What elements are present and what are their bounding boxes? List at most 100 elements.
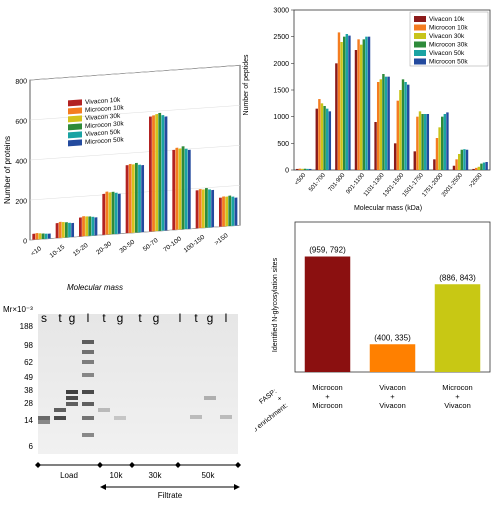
legend-swatch bbox=[414, 33, 426, 39]
bar bbox=[105, 191, 109, 235]
bar bbox=[418, 111, 422, 170]
bar bbox=[320, 103, 324, 170]
bar bbox=[68, 222, 71, 238]
lane-label: t bbox=[194, 311, 198, 325]
bar bbox=[128, 163, 132, 234]
legend-swatch bbox=[414, 50, 426, 56]
lane-label: t bbox=[138, 311, 142, 325]
mw-marker-label: 6 bbox=[29, 442, 34, 451]
category-label-top: Microcon bbox=[312, 383, 342, 392]
legend-entry: Microcon 30k bbox=[85, 120, 124, 130]
glycosylation-chart: (959, 792) Microcon + Microcon (400, 335) Viv… bbox=[249, 210, 500, 450]
bar bbox=[187, 149, 191, 229]
legend-swatch bbox=[414, 41, 426, 48]
bar bbox=[94, 217, 98, 236]
x-tick-label: 20-30 bbox=[95, 240, 113, 256]
x-tick-label: <500 bbox=[294, 172, 308, 187]
gel-band bbox=[54, 416, 66, 420]
y-tick-label: 500 bbox=[277, 141, 289, 148]
bar bbox=[480, 163, 483, 170]
legend-swatch bbox=[68, 115, 82, 123]
legend-entry: Microcon 10k bbox=[85, 104, 124, 114]
x-tick-label: 2001-2500 bbox=[441, 172, 464, 198]
lane-label: g bbox=[117, 311, 124, 325]
category-label-bottom: Vivacon bbox=[444, 401, 471, 410]
bar bbox=[482, 162, 486, 170]
lane-label: l bbox=[179, 311, 182, 325]
bar bbox=[125, 165, 129, 234]
mw-marker-label: 62 bbox=[24, 358, 33, 367]
bar bbox=[65, 222, 68, 238]
y-axis-label: Number of peptides bbox=[243, 54, 250, 116]
bar bbox=[421, 114, 424, 170]
y-tick-label: 1500 bbox=[273, 88, 289, 95]
gel-band bbox=[82, 402, 94, 406]
mw-marker-label: 188 bbox=[20, 322, 34, 331]
bar bbox=[88, 216, 92, 236]
legend-swatch bbox=[414, 16, 426, 22]
bar bbox=[309, 168, 312, 170]
bar bbox=[111, 191, 115, 235]
x-tick-label: 501-700 bbox=[308, 172, 327, 193]
bar bbox=[44, 233, 48, 239]
legend-swatch bbox=[68, 99, 82, 107]
legend-swatch bbox=[68, 107, 82, 115]
legend-swatch bbox=[68, 131, 82, 139]
bar bbox=[446, 112, 449, 170]
bar bbox=[407, 84, 410, 170]
gridline bbox=[30, 145, 240, 161]
category-label-top: Microcon bbox=[442, 383, 472, 392]
bar bbox=[367, 36, 371, 170]
bar bbox=[441, 116, 444, 170]
bar bbox=[301, 168, 304, 170]
glycosylation-chart-svg: (959, 792)Microcon+Microcon(400, 335)Viv… bbox=[249, 221, 491, 436]
x-tick-label: <10 bbox=[30, 245, 43, 258]
bar bbox=[198, 189, 202, 229]
legend-entry: Vivacon 50k bbox=[85, 129, 121, 139]
bar bbox=[416, 116, 419, 170]
bar bbox=[348, 35, 351, 170]
bar bbox=[155, 114, 159, 232]
legend-swatch bbox=[414, 24, 426, 31]
bar bbox=[340, 42, 343, 170]
x-tick-label: 701-900 bbox=[328, 172, 347, 193]
bar bbox=[382, 74, 385, 170]
mw-marker-label: 14 bbox=[24, 416, 33, 425]
lane-label: g bbox=[69, 311, 76, 325]
lane-label: g bbox=[153, 311, 160, 325]
gel-band bbox=[82, 360, 94, 364]
row-label-co-enrichment: co enrichment: bbox=[255, 402, 289, 436]
bar bbox=[485, 162, 488, 170]
gel-band bbox=[204, 396, 216, 400]
group-divider-diamond bbox=[97, 462, 103, 468]
bar bbox=[365, 36, 368, 170]
x-axis-label: Molecular mass bbox=[67, 283, 123, 292]
bar bbox=[323, 106, 326, 170]
bar bbox=[61, 221, 65, 238]
group-divider-diamond bbox=[175, 462, 181, 468]
group-divider-diamond bbox=[235, 462, 241, 468]
x-tick-label: 100-150 bbox=[183, 234, 207, 255]
row-label-fasp: FASP: bbox=[258, 388, 278, 406]
filtrate-arrow-left bbox=[100, 484, 106, 490]
gel-band bbox=[82, 416, 94, 420]
y-tick-label: 400 bbox=[15, 158, 27, 166]
protein-mass-chart: 0 200 400 600 800 <10 10-15 15-20 20-30 30-50 50-… bbox=[0, 60, 260, 300]
legend-entry: Microcon 50k bbox=[429, 59, 468, 66]
bar bbox=[413, 151, 416, 170]
bar bbox=[359, 44, 363, 170]
legend-entry: Vivacon 30k bbox=[429, 33, 465, 40]
bar bbox=[91, 216, 95, 236]
gel-band bbox=[66, 396, 78, 400]
x-tick-label: 50-70 bbox=[142, 237, 160, 253]
bar bbox=[32, 233, 36, 240]
data-label: (959, 792) bbox=[309, 246, 346, 255]
bar bbox=[181, 146, 185, 230]
bar bbox=[131, 164, 135, 233]
bar bbox=[184, 148, 188, 230]
y-tick-label: 1000 bbox=[273, 114, 289, 121]
bar bbox=[452, 165, 456, 170]
lane-label: t bbox=[102, 311, 106, 325]
data-label: (886, 843) bbox=[439, 273, 476, 282]
